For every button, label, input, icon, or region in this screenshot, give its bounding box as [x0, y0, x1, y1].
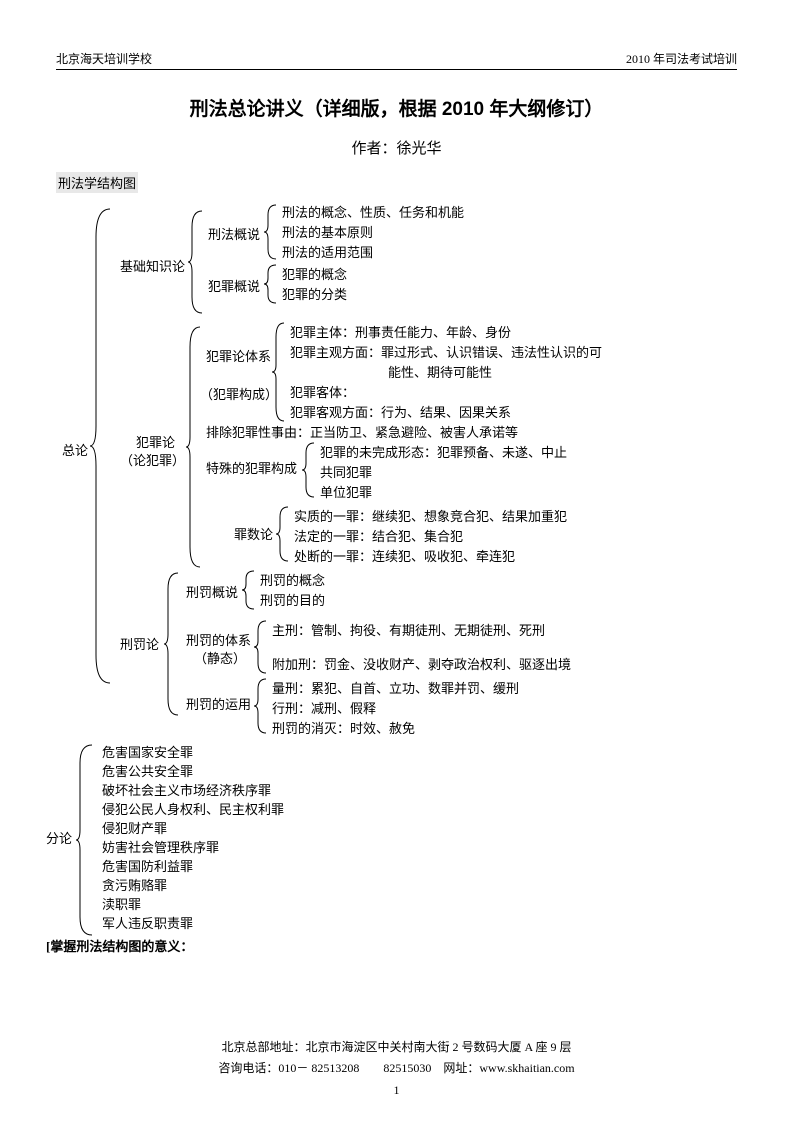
footer-address: 北京总部地址：北京市海淀区中关村南大街 2 号数码大厦 A 座 9 层 [0, 1037, 793, 1059]
leaf: 军人违反职责罪 [102, 914, 193, 934]
leaf: 危害国防利益罪 [102, 857, 193, 877]
section-label: 刑法学结构图 [56, 172, 138, 193]
note-line: [掌握刑法结构图的意义： [46, 937, 193, 957]
header-left: 北京海天培训学校 [56, 50, 152, 67]
node-jingtai: （静态） [194, 649, 246, 669]
leaf: 主刑：管制、拘役、有期徒刑、无期徒刑、死刑 [272, 621, 545, 641]
leaf: 量刑：累犯、自首、立功、数罪并罚、缓刑 [272, 679, 519, 699]
node-fanzuilun-sub: （论犯罪） [120, 451, 185, 471]
document-title: 刑法总论讲义（详细版，根据 2010 年大纲修订） [56, 94, 737, 121]
leaf: 犯罪客体： [290, 383, 355, 403]
leaf: 刑罚的消灭：时效、赦免 [272, 719, 415, 739]
node-jichu: 基础知识论 [120, 257, 185, 277]
leaf: 危害公共安全罪 [102, 762, 193, 782]
leaf: 附加刑：罚金、没收财产、剥夺政治权利、驱逐出境 [272, 655, 571, 675]
leaf: 犯罪主观方面：罪过形式、认识错误、违法性认识的可 [290, 343, 602, 363]
leaf: 处断的一罪：连续犯、吸收犯、牵连犯 [294, 547, 515, 567]
structure-diagram: 总论 分论 基础知识论 刑法概说 刑法的概念、性质、任务和机能 刑法的基本原则 … [56, 193, 737, 953]
leaf: 危害国家安全罪 [102, 743, 193, 763]
footer-contact: 咨询电话：010－ 82513208 82515030 网址：www.skhai… [0, 1058, 793, 1080]
leaf: 实质的一罪：继续犯、想象竞合犯、结果加重犯 [294, 507, 567, 527]
node-fanzuiluntixi: 犯罪论体系 [206, 347, 271, 367]
leaf: 渎职罪 [102, 895, 141, 915]
leaf: 犯罪的概念 [282, 265, 347, 285]
node-xingfalun: 刑罚论 [120, 635, 159, 655]
leaf: 贪污贿赂罪 [102, 876, 167, 896]
leaf: 排除犯罪性事由：正当防卫、紧急避险、被害人承诺等 [206, 423, 518, 443]
node-teshu: 特殊的犯罪构成 [206, 459, 297, 479]
leaf: 行刑：减刑、假释 [272, 699, 376, 719]
leaf: 能性、期待可能性 [388, 363, 492, 383]
leaf: 犯罪的分类 [282, 285, 347, 305]
leaf: 共同犯罪 [320, 463, 372, 483]
page-footer: 北京总部地址：北京市海淀区中关村南大街 2 号数码大厦 A 座 9 层 咨询电话… [0, 1037, 793, 1080]
leaf: 侵犯财产罪 [102, 819, 167, 839]
leaf: 犯罪主体：刑事责任能力、年龄、身份 [290, 323, 511, 343]
page-header: 北京海天培训学校 2010 年司法考试培训 [56, 50, 737, 70]
page-number: 1 [0, 1083, 793, 1098]
node-xingfayunyong: 刑罚的运用 [186, 695, 251, 715]
node-fanzuigoucheng: （犯罪构成） [200, 385, 278, 405]
leaf: 刑法的适用范围 [282, 243, 373, 263]
header-right: 2010 年司法考试培训 [626, 50, 737, 67]
node-fenlun: 分论 [46, 829, 72, 849]
leaf: 单位犯罪 [320, 483, 372, 503]
node-xingfagaishuo2: 刑罚概说 [186, 583, 238, 603]
node-fanzuigaishuo: 犯罪概说 [208, 277, 260, 297]
node-zonglun: 总论 [62, 441, 88, 461]
leaf: 刑罚的目的 [260, 591, 325, 611]
leaf: 侵犯公民人身权利、民主权利罪 [102, 800, 284, 820]
leaf: 刑法的概念、性质、任务和机能 [282, 203, 464, 223]
leaf: 犯罪客观方面：行为、结果、因果关系 [290, 403, 511, 423]
leaf: 犯罪的未完成形态：犯罪预备、未遂、中止 [320, 443, 567, 463]
leaf: 妨害社会管理秩序罪 [102, 838, 219, 858]
leaf: 法定的一罪：结合犯、集合犯 [294, 527, 463, 547]
node-zuishulun: 罪数论 [234, 525, 273, 545]
leaf: 刑罚的概念 [260, 571, 325, 591]
leaf: 破坏社会主义市场经济秩序罪 [102, 781, 271, 801]
node-xingfagaishuo: 刑法概说 [208, 225, 260, 245]
leaf: 刑法的基本原则 [282, 223, 373, 243]
document-author: 作者：徐光华 [56, 137, 737, 158]
